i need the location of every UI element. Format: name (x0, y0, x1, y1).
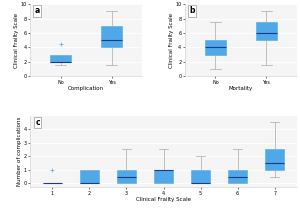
PathPatch shape (266, 150, 284, 170)
X-axis label: Clinical Frailty Scale: Clinical Frailty Scale (136, 197, 191, 202)
PathPatch shape (80, 170, 99, 183)
PathPatch shape (154, 170, 173, 183)
PathPatch shape (50, 55, 71, 62)
PathPatch shape (228, 170, 247, 183)
X-axis label: Mortality: Mortality (229, 86, 253, 91)
Y-axis label: Number of complications: Number of complications (17, 117, 22, 186)
Text: b: b (189, 6, 195, 15)
PathPatch shape (117, 170, 136, 183)
PathPatch shape (256, 22, 277, 40)
PathPatch shape (101, 26, 122, 47)
PathPatch shape (191, 170, 210, 183)
Y-axis label: Clinical Frailty Scale: Clinical Frailty Scale (169, 13, 174, 68)
X-axis label: Complication: Complication (68, 86, 104, 91)
Text: c: c (35, 118, 40, 127)
Text: a: a (34, 6, 40, 15)
PathPatch shape (205, 40, 226, 55)
Y-axis label: Clinical Frailty Scale: Clinical Frailty Scale (14, 13, 19, 68)
